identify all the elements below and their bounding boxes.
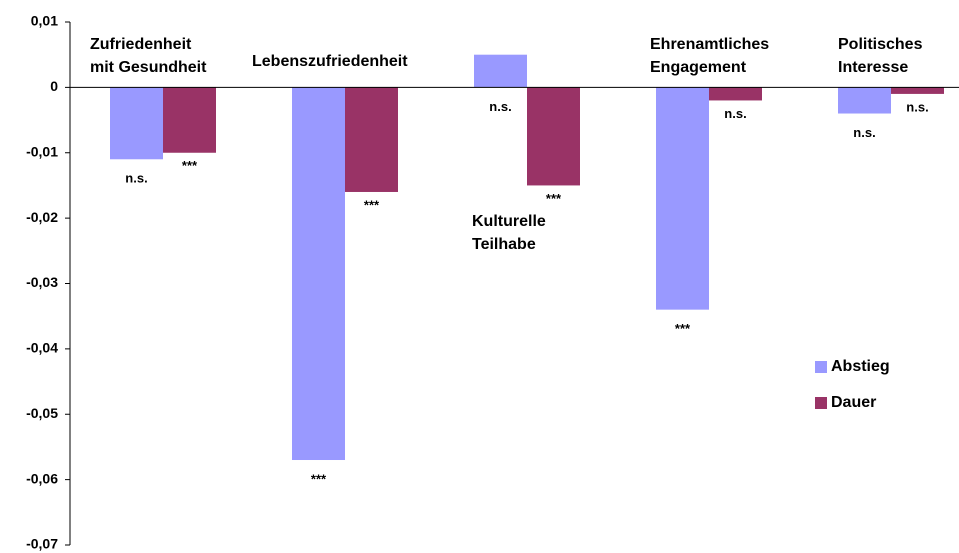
category-label: Zufriedenheit	[90, 36, 192, 53]
bar	[838, 87, 891, 114]
bar	[474, 54, 527, 88]
y-tick-label: -0,07	[26, 536, 58, 552]
category-label: Engagement	[650, 59, 747, 76]
bar	[292, 87, 345, 461]
y-tick-label: 0,01	[31, 13, 58, 29]
y-tick-label: -0,06	[26, 470, 58, 486]
category-label: Interesse	[838, 59, 908, 76]
y-tick-label: 0	[50, 78, 58, 94]
significance-label: n.s.	[724, 106, 746, 121]
significance-label: ***	[311, 471, 327, 486]
y-tick-label: -0,01	[26, 143, 58, 159]
bar	[345, 87, 398, 192]
category-label: Ehrenamtliches	[650, 36, 769, 53]
category-label: Teilhabe	[472, 236, 536, 253]
legend-label: Abstieg	[831, 358, 890, 375]
significance-label: ***	[364, 197, 380, 212]
bar	[163, 87, 216, 153]
significance-label: ***	[675, 321, 691, 336]
significance-label: ***	[546, 191, 562, 206]
category-label: Politisches	[838, 36, 923, 53]
legend-swatch	[815, 361, 827, 373]
y-tick-label: -0,05	[26, 405, 58, 421]
y-tick-label: -0,02	[26, 209, 58, 225]
bar	[110, 87, 163, 160]
significance-label: n.s.	[125, 171, 147, 186]
bar	[891, 87, 944, 94]
bar	[656, 87, 709, 310]
category-label: Kulturelle	[472, 213, 546, 230]
legend-swatch	[815, 397, 827, 409]
y-tick-label: -0,03	[26, 274, 58, 290]
bar	[709, 87, 762, 101]
category-label: mit Gesundheit	[90, 59, 207, 76]
significance-label: ***	[182, 158, 198, 173]
category-label: Lebenszufriedenheit	[252, 53, 408, 70]
significance-label: n.s.	[906, 99, 928, 114]
significance-label: n.s.	[853, 125, 875, 140]
y-tick-label: -0,04	[26, 340, 58, 356]
significance-label: n.s.	[489, 99, 511, 114]
bar	[527, 87, 580, 186]
legend-label: Dauer	[831, 394, 876, 411]
